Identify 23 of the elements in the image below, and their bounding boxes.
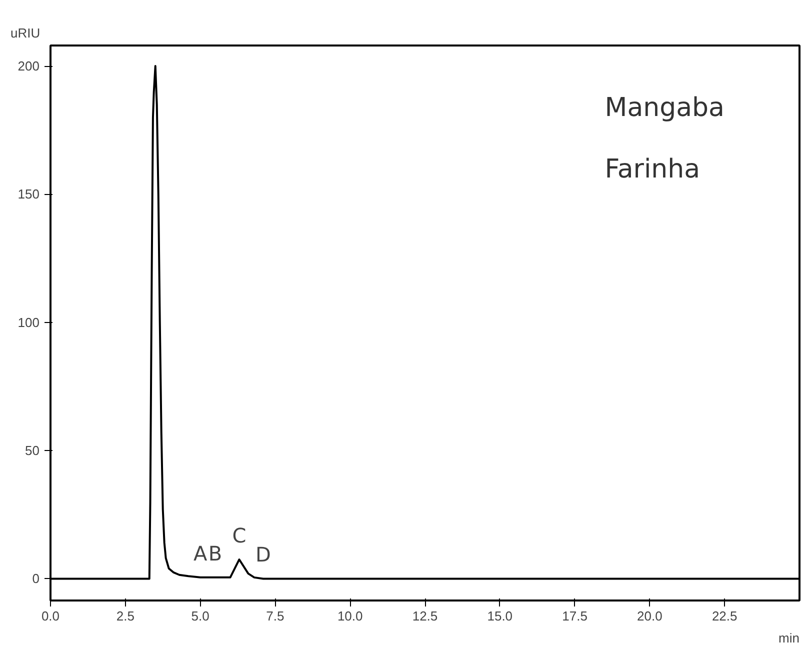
x-tick-label: 22.5 — [712, 608, 738, 624]
x-tick-label: 12.5 — [412, 608, 438, 624]
y-axis-title: uRIU — [10, 26, 40, 40]
x-tick-label: 17.5 — [562, 608, 588, 624]
x-axis-title: min — [778, 630, 800, 646]
y-tick-label: 50 — [25, 443, 40, 458]
y-tick-label: 100 — [18, 314, 40, 330]
annotation: B — [208, 541, 222, 566]
x-tick-label: 15.0 — [487, 608, 513, 624]
annotation: A — [193, 541, 208, 566]
x-tick-label: 7.5 — [266, 608, 284, 624]
y-tick-label: 200 — [18, 58, 40, 74]
annotation: D — [256, 542, 271, 567]
y-tick-label: 0 — [32, 571, 40, 586]
y-tick-label: 150 — [18, 186, 40, 202]
annotation: Farinha — [604, 154, 700, 184]
x-tick-label: 5.0 — [191, 608, 210, 624]
x-tick-label: 0.0 — [41, 608, 60, 624]
x-tick-label: 2.5 — [116, 608, 134, 624]
x-tick-label: 20.0 — [637, 608, 662, 624]
annotation: C — [232, 523, 246, 548]
x-tick-label: 10.0 — [337, 608, 363, 624]
annotation: Mangaba — [604, 93, 724, 124]
